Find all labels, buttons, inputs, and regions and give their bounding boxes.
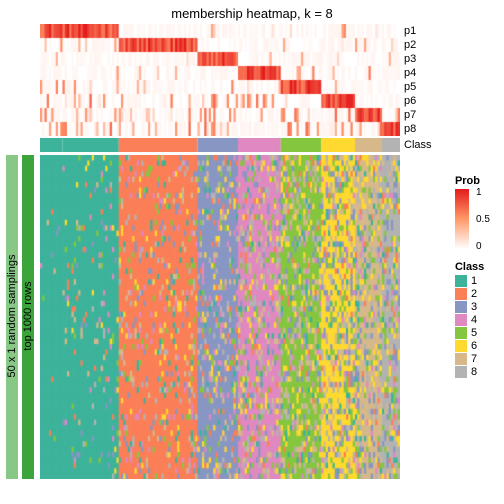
probability-heatmap [40,24,400,136]
prob-tick: 0.5 [476,214,490,225]
legend: Prob 10.50 Class 12345678 [455,175,496,379]
prob-row-label: p8 [404,123,416,135]
legend-swatch [455,327,467,339]
legend-class-item: 1 [455,275,496,287]
legend-class-item: 6 [455,340,496,352]
prob-row-label: p7 [404,109,416,121]
legend-class-item: 8 [455,366,496,378]
legend-class-item: 2 [455,288,496,300]
legend-prob-title: Prob [455,175,496,187]
legend-label: 4 [471,314,477,326]
prob-row-label: p3 [404,53,416,65]
legend-class-item: 3 [455,301,496,313]
legend-swatch [455,353,467,365]
side-label-samplings: 50 x 1 random samplings [6,154,18,478]
class-row-label: Class [404,139,432,151]
legend-swatch [455,366,467,378]
legend-swatch [455,275,467,287]
legend-class-item: 5 [455,327,496,339]
legend-label: 1 [471,275,477,287]
legend-label: 2 [471,288,477,300]
prob-row-label: p4 [404,67,416,79]
legend-label: 3 [471,301,477,313]
legend-class-item: 7 [455,353,496,365]
legend-label: 5 [471,327,477,339]
prob-row-label: p5 [404,81,416,93]
side-label-rows: top 1000 rows [22,154,34,478]
legend-swatch [455,288,467,300]
main-heatmap [40,155,400,479]
prob-colorbar [455,189,469,249]
prob-colorbar-ticks: 10.50 [476,189,496,249]
legend-swatch [455,340,467,352]
legend-class-item: 4 [455,314,496,326]
heatmap-plot [40,24,400,479]
prob-tick: 0 [476,241,482,252]
legend-class-items: 12345678 [455,275,496,378]
legend-label: 6 [471,340,477,352]
prob-tick: 1 [476,187,482,198]
legend-swatch [455,314,467,326]
legend-label: 7 [471,353,477,365]
prob-row-label: p2 [404,39,416,51]
prob-row-label: p1 [404,25,416,37]
chart-title: membership heatmap, k = 8 [0,6,504,21]
class-annotation-row [40,138,400,152]
prob-row-label: p6 [404,95,416,107]
legend-label: 8 [471,366,477,378]
legend-class-title: Class [455,261,496,273]
legend-swatch [455,301,467,313]
